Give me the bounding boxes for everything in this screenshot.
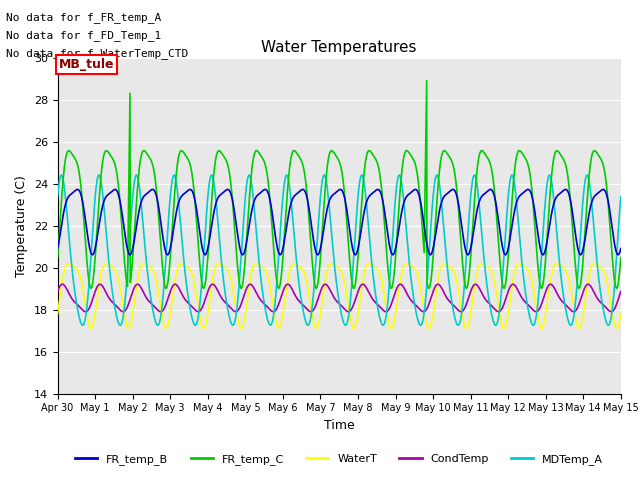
Text: No data for f_WaterTemp_CTD: No data for f_WaterTemp_CTD	[6, 48, 189, 60]
Text: No data for f_FD_Temp_1: No data for f_FD_Temp_1	[6, 30, 162, 41]
Text: MB_tule: MB_tule	[59, 58, 114, 72]
Legend: FR_temp_B, FR_temp_C, WaterT, CondTemp, MDTemp_A: FR_temp_B, FR_temp_C, WaterT, CondTemp, …	[71, 450, 607, 469]
Y-axis label: Temperature (C): Temperature (C)	[15, 175, 28, 276]
Title: Water Temperatures: Water Temperatures	[262, 40, 417, 55]
X-axis label: Time: Time	[324, 419, 355, 432]
Text: No data for f_FR_temp_A: No data for f_FR_temp_A	[6, 12, 162, 23]
